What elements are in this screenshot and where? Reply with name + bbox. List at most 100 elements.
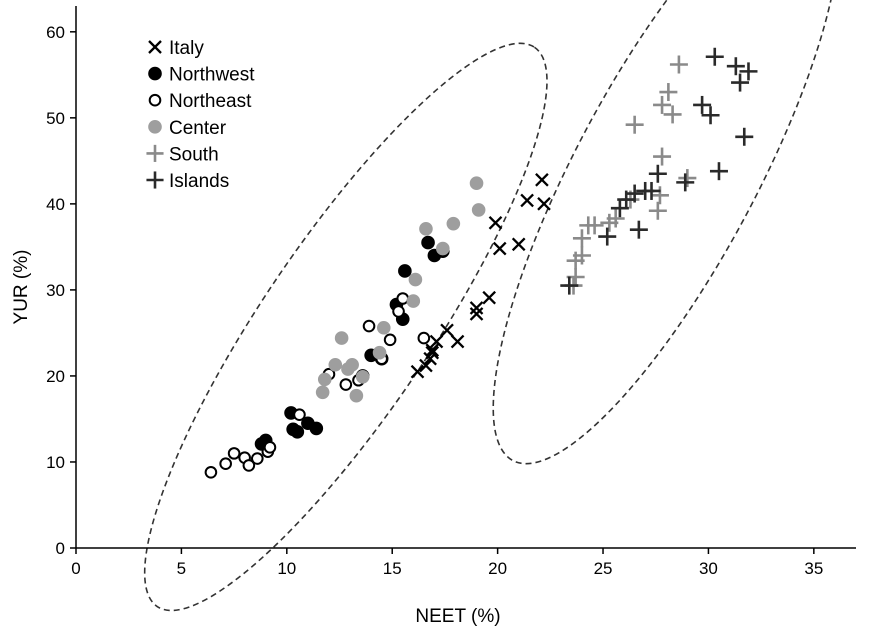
point-northeast [339,378,353,391]
x-tick-label: 0 [71,559,80,578]
point-center [469,176,484,191]
legend-marker-south [146,144,164,162]
legend-label-islands: Islands [169,171,229,192]
point-italy [469,301,484,315]
x-tick-label: 15 [383,559,402,578]
point-south [653,95,672,114]
point-south [659,83,678,102]
point-center [436,241,450,256]
legend-marker-northwest [148,66,162,81]
point-northwest [421,235,435,250]
point-islands [731,73,750,92]
point-center [315,385,330,400]
point-south [572,246,591,265]
point-italy [492,241,507,256]
y-tick-label: 60 [46,23,65,42]
point-northeast [383,333,397,347]
legend-label-center: Center [169,118,227,139]
point-south [650,186,669,205]
point-south [648,201,667,220]
x-tick-label: 5 [177,559,186,578]
point-south [625,115,644,134]
point-northeast [250,452,264,465]
point-italy [440,323,454,338]
point-islands [739,62,758,81]
y-axis-title: YUR (%) [11,250,32,325]
point-italy [425,345,440,360]
x-axis-title: NEET (%) [415,606,500,627]
point-islands [676,173,695,192]
legend-marker-italy [148,40,162,54]
point-northeast [242,459,256,472]
point-islands [598,227,617,246]
legend-label-south: South [169,144,219,165]
point-center [406,294,421,308]
point-south [669,55,688,74]
point-south [663,105,682,124]
point-italy [429,334,444,349]
point-south [678,169,697,188]
y-tick-label: 40 [46,195,65,214]
point-islands [701,106,720,125]
point-south [653,147,672,166]
point-italy [511,237,526,252]
point-northwest [398,264,412,278]
point-islands [709,162,728,181]
y-tick-label: 30 [46,281,65,300]
y-tick-label: 0 [56,539,65,558]
legend-label-northwest: Northwest [169,65,255,86]
point-italy [535,172,549,187]
cluster-ellipse [143,42,548,612]
point-northeast [219,457,232,470]
point-northeast [362,319,376,333]
legend-label-northeast: Northeast [169,91,252,112]
legend-marker-northeast [148,93,162,107]
point-center [372,345,387,360]
point-italy [482,290,497,305]
x-tick-label: 10 [277,559,296,578]
point-islands [705,47,724,66]
point-italy [469,307,484,321]
point-center [376,320,391,335]
point-islands [726,57,745,76]
point-islands [629,220,648,239]
x-tick-label: 20 [488,559,507,578]
point-northeast [293,408,306,421]
point-center [355,369,370,384]
point-center [408,272,423,287]
x-tick-label: 30 [699,559,718,578]
point-south [585,216,604,235]
point-northeast [392,305,405,318]
y-tick-label: 20 [46,367,65,386]
point-italy [537,197,551,211]
point-center [317,372,332,387]
y-tick-label: 10 [46,453,65,472]
cluster-ellipse [492,0,841,465]
point-south [572,229,591,248]
point-islands [560,276,579,295]
point-center [349,388,364,403]
point-northwest [290,425,305,439]
point-northeast [227,447,241,460]
point-islands [625,184,644,203]
point-northeast [396,292,410,305]
legend-marker-islands [146,171,164,189]
point-center [419,222,433,236]
point-northeast [263,441,277,454]
point-center [471,203,486,217]
y-ticks: 0 10 20 30 40 50 60 [46,23,76,558]
legend-marker-center [148,120,162,134]
point-center [334,331,349,345]
point-italy [410,364,425,379]
legend: Italy Northwest Northeast Center South Island… [146,38,255,192]
y-tick-label: 50 [46,109,65,128]
point-islands [648,164,667,183]
point-center [328,357,343,372]
point-northeast [204,465,218,479]
point-italy [488,215,503,230]
point-south [606,209,625,228]
data-points [204,47,758,479]
point-islands [642,181,661,200]
x-ticks: 0 5 10 15 20 25 30 35 [71,548,823,578]
